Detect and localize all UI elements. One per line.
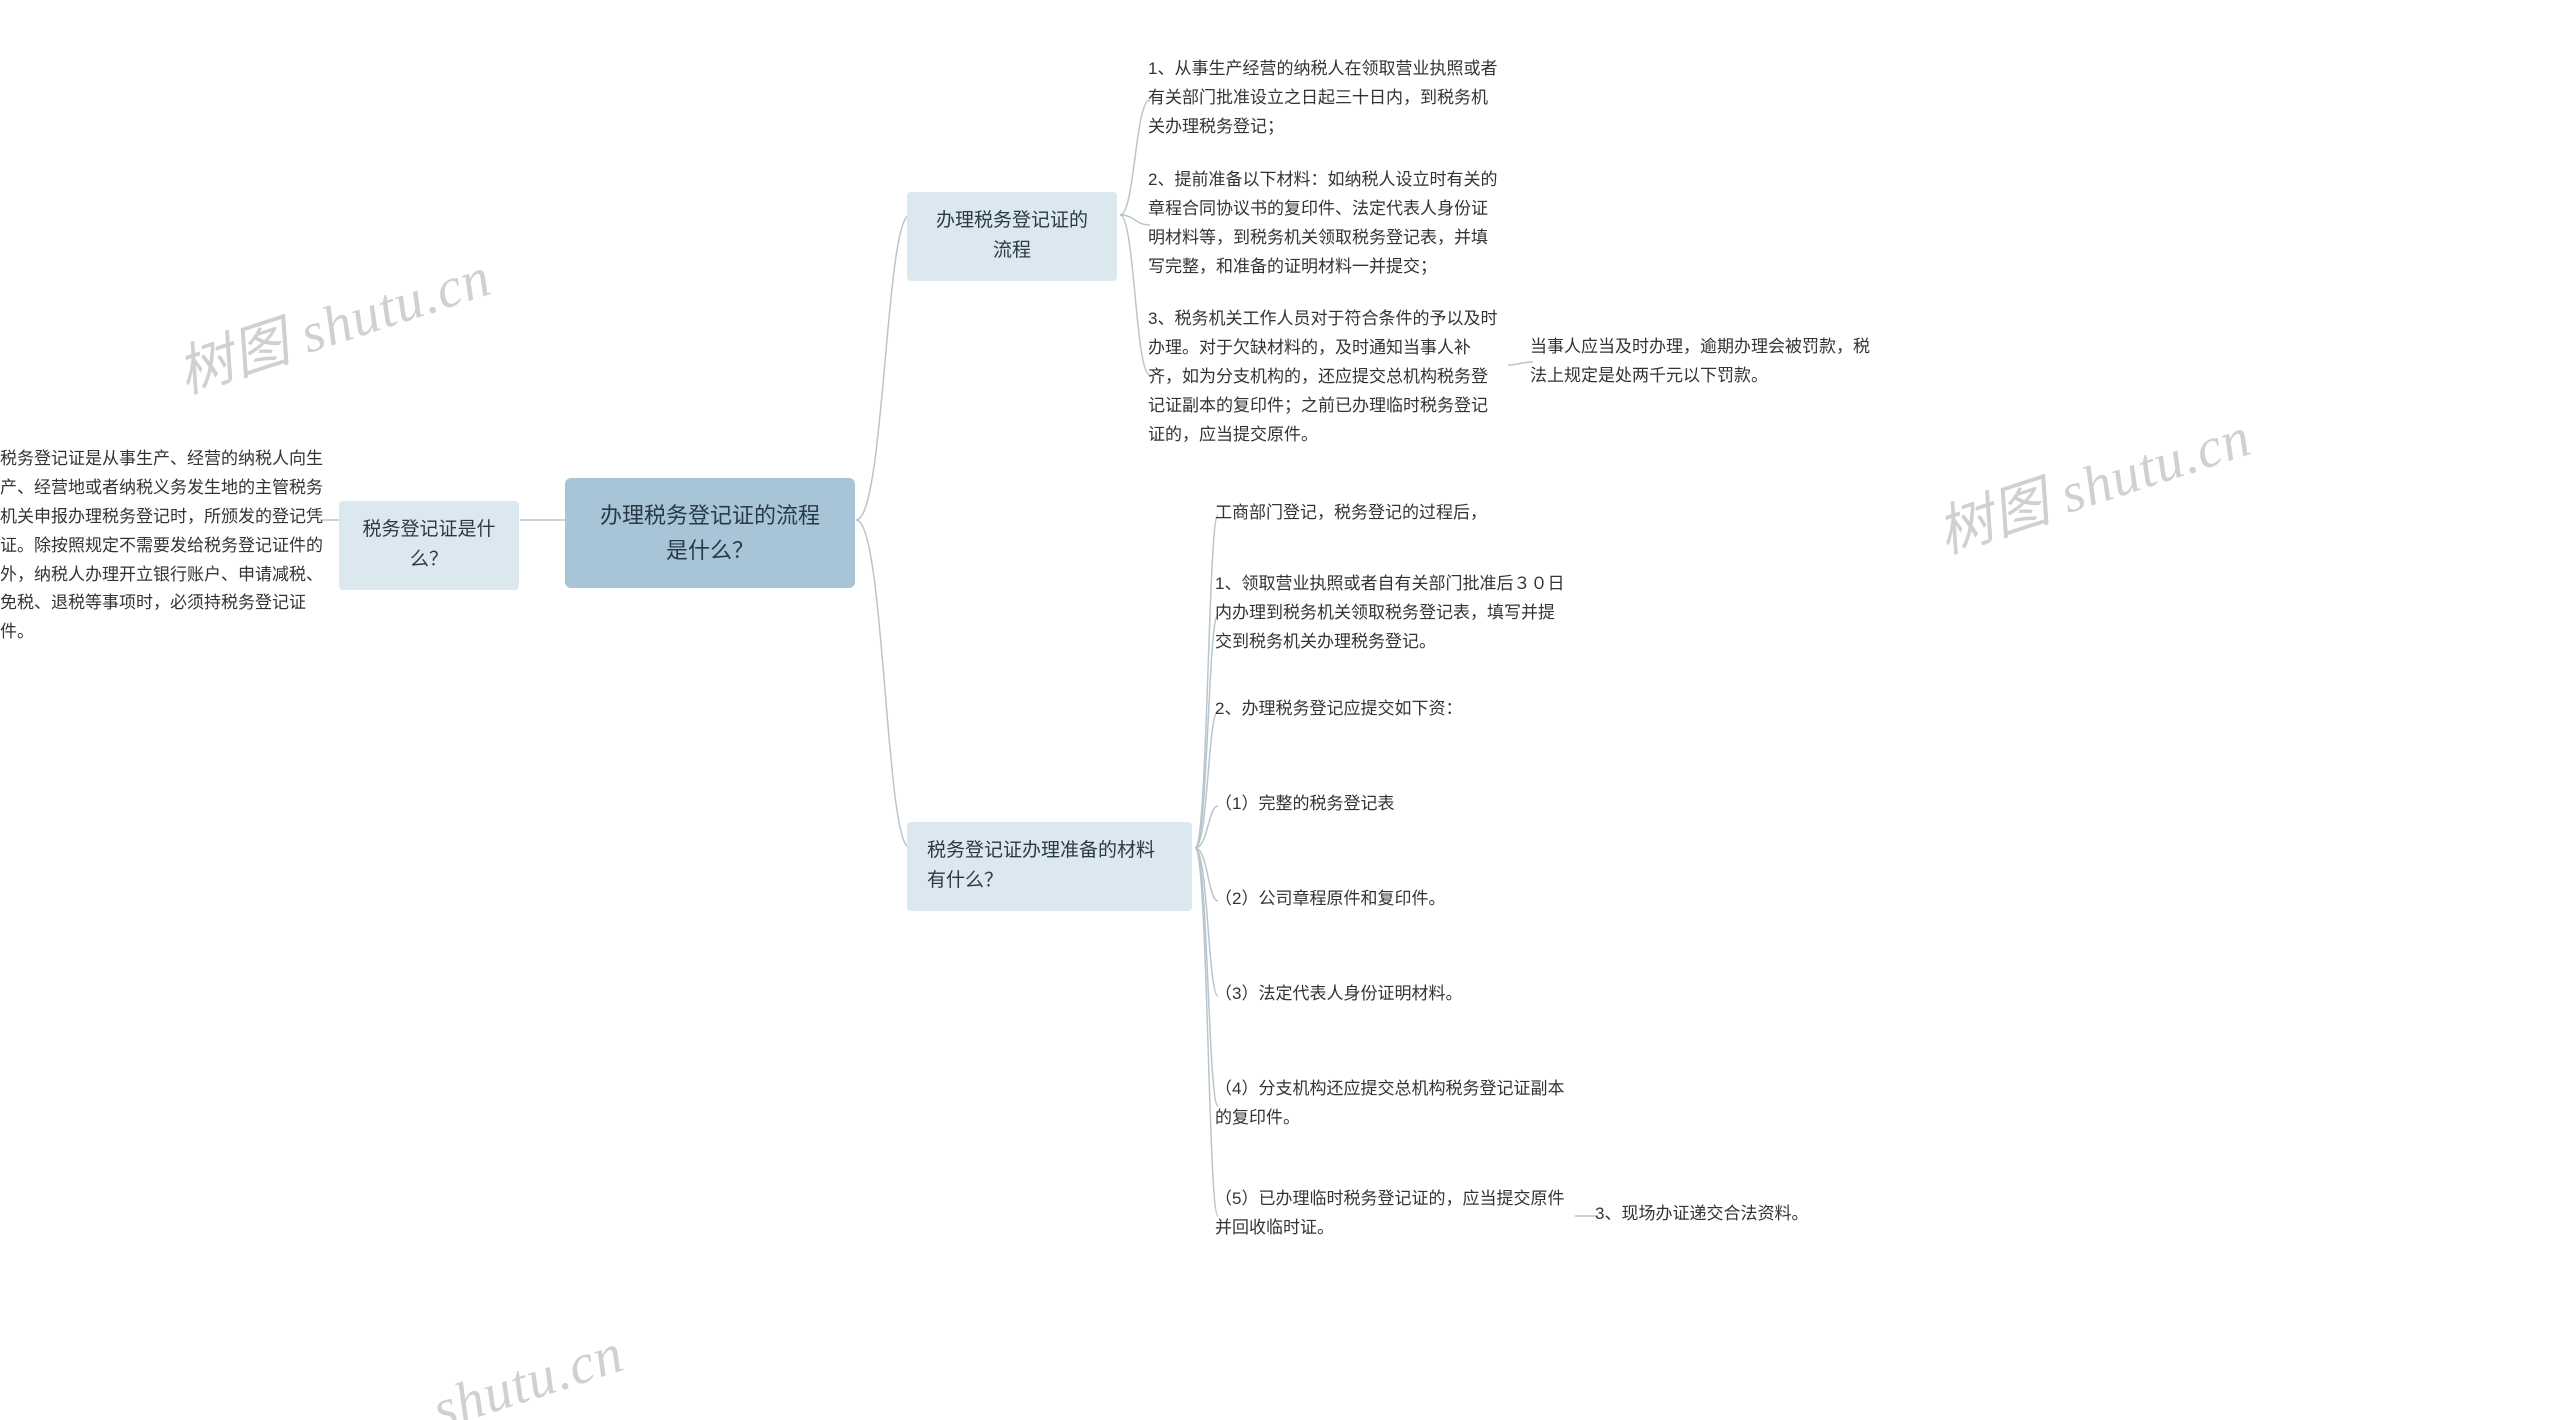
watermark-1: 树图 shutu.cn — [165, 232, 499, 410]
r2-child-8: （5）已办理临时税务登记证的，应当提交原件并回收临时证。 — [1215, 1185, 1570, 1243]
r2-child-5: （2）公司章程原件和复印件。 — [1215, 885, 1570, 914]
r2-child-8-sub: 3、现场办证递交合法资料。 — [1595, 1200, 1895, 1229]
r2-child-4: （1）完整的税务登记表 — [1215, 790, 1570, 819]
r2-child-2: 1、领取营业执照或者自有关部门批准后３０日内办理到税务机关领取税务登记表，填写并… — [1215, 570, 1570, 657]
r2-child-1: 工商部门登记，税务登记的过程后， — [1215, 499, 1570, 528]
r1-child-3: 3、税务机关工作人员对于符合条件的予以及时办理。对于欠缺材料的，及时通知当事人补… — [1148, 305, 1503, 449]
r2-child-6: （3）法定代表人身份证明材料。 — [1215, 980, 1570, 1009]
watermark-2: 树图 shutu.cn — [1925, 392, 2259, 570]
r2-child-3: 2、办理税务登记应提交如下资： — [1215, 695, 1570, 724]
left-leaf: 税务登记证是从事生产、经营的纳税人向生产、经营地或者纳税义务发生地的主管税务机关… — [0, 445, 330, 647]
r1-child-2: 2、提前准备以下材料：如纳税人设立时有关的章程合同协议书的复印件、法定代表人身份… — [1148, 166, 1503, 282]
r1-child-1: 1、从事生产经营的纳税人在领取营业执照或者有关部门批准设立之日起三十日内，到税务… — [1148, 55, 1503, 142]
r1-child-3-sub: 当事人应当及时办理，逾期办理会被罚款，税法上规定是处两千元以下罚款。 — [1530, 333, 1885, 391]
left-branch: 税务登记证是什么？ — [339, 501, 519, 590]
r2-child-7: （4）分支机构还应提交总机构税务登记证副本的复印件。 — [1215, 1075, 1570, 1133]
root-node: 办理税务登记证的流程是什么？ — [565, 478, 855, 588]
watermark-3: shutu.cn — [425, 1321, 631, 1420]
right-branch-1: 办理税务登记证的流程 — [907, 192, 1117, 281]
right-branch-2: 税务登记证办理准备的材料有什么？ — [907, 822, 1192, 911]
